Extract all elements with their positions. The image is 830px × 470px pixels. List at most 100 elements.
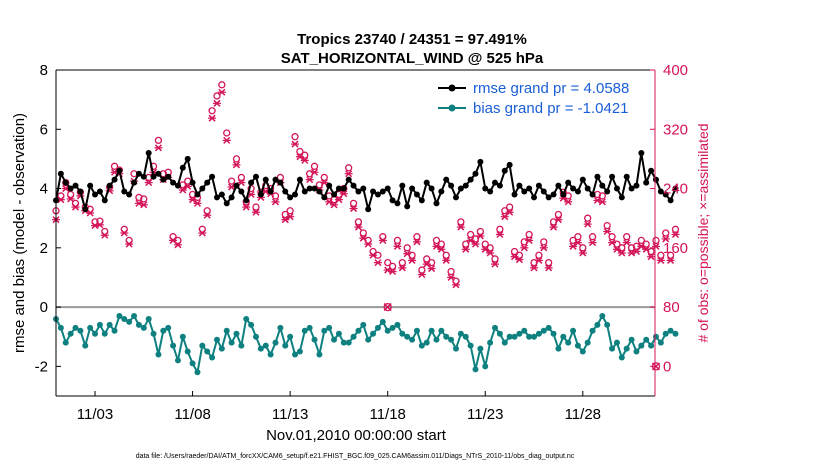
bias-point bbox=[92, 330, 99, 337]
rmse-point bbox=[560, 191, 567, 198]
obs-assimilated-point bbox=[66, 195, 75, 203]
obs-possible-point bbox=[662, 229, 670, 237]
obs-assimilated-point bbox=[271, 198, 280, 206]
rmse-point bbox=[531, 194, 538, 201]
bias-point bbox=[438, 327, 445, 334]
rmse-point bbox=[252, 173, 259, 180]
bias-point bbox=[267, 351, 274, 358]
right-tick-label: 0 bbox=[663, 358, 671, 375]
rmse-point bbox=[409, 185, 416, 192]
legend-entry-rmse: rmse grand pr = 4.0588 bbox=[438, 80, 629, 97]
rmse-point bbox=[306, 185, 313, 192]
obs-possible-point bbox=[510, 247, 519, 256]
bias-point bbox=[306, 324, 313, 331]
obs-possible-point bbox=[237, 173, 246, 182]
rmse-point bbox=[360, 185, 367, 192]
bias-point bbox=[296, 348, 303, 355]
bias-point bbox=[213, 336, 220, 343]
bias-point bbox=[609, 345, 616, 352]
rmse-point bbox=[399, 182, 406, 189]
rmse-point bbox=[574, 188, 581, 195]
bias-point bbox=[555, 345, 562, 352]
bias-point bbox=[155, 351, 162, 358]
obs-possible-point bbox=[588, 233, 597, 241]
obs-assimilated-point bbox=[666, 256, 675, 264]
obs-possible-point bbox=[345, 164, 353, 172]
rmse-point bbox=[555, 182, 562, 189]
bias-point bbox=[199, 342, 206, 349]
obs-possible-point bbox=[384, 258, 392, 267]
obs-possible-point bbox=[481, 240, 489, 248]
bias-point bbox=[628, 336, 635, 343]
rmse-point bbox=[277, 179, 284, 186]
rmse-point bbox=[67, 185, 74, 192]
bias-point bbox=[643, 336, 650, 343]
bias-point bbox=[472, 366, 479, 373]
rmse-point bbox=[213, 194, 220, 201]
obs-assimilated-point bbox=[481, 245, 490, 253]
rmse-point bbox=[511, 191, 518, 198]
obs-possible-point bbox=[388, 262, 397, 270]
obs-assimilated-point bbox=[320, 179, 329, 187]
obs-possible-point bbox=[291, 133, 299, 141]
bias-point bbox=[57, 324, 64, 331]
rmse-point bbox=[287, 194, 294, 201]
rmse-point bbox=[423, 179, 430, 186]
rmse-point bbox=[92, 191, 99, 198]
bias-point bbox=[579, 348, 586, 355]
rmse-point bbox=[526, 185, 533, 192]
bias-point bbox=[292, 351, 299, 358]
obs-assimilated-point bbox=[534, 256, 543, 264]
bias-point bbox=[106, 321, 113, 328]
obs-assimilated-point bbox=[339, 190, 348, 198]
obs-assimilated-point bbox=[661, 235, 670, 243]
bias-point bbox=[550, 330, 557, 337]
obs-assimilated-point bbox=[456, 223, 465, 231]
rmse-point bbox=[350, 182, 357, 189]
rmse-point bbox=[535, 182, 542, 189]
rmse-point bbox=[194, 191, 201, 198]
bias-point bbox=[82, 342, 89, 349]
bias-point bbox=[209, 354, 216, 361]
rmse-point bbox=[482, 185, 489, 192]
rmse-point bbox=[209, 173, 216, 180]
bias-point bbox=[667, 327, 674, 334]
bias-point bbox=[355, 327, 362, 334]
bias-point bbox=[67, 330, 74, 337]
obs-assimilated-point bbox=[212, 99, 221, 107]
rmse-point bbox=[540, 188, 547, 195]
x-ticks: 11/03 11/08 11/13 11/18 11/23 11/28 bbox=[77, 391, 601, 423]
obs-assimilated-point bbox=[530, 264, 539, 272]
obs-assimilated-point bbox=[588, 239, 597, 247]
rmse-point bbox=[316, 188, 323, 195]
right-tick-label: 400 bbox=[663, 62, 688, 79]
bias-point bbox=[531, 333, 538, 340]
rmse-point bbox=[438, 188, 445, 195]
obs-assimilated-point bbox=[71, 203, 80, 211]
obs-outlier-stroke bbox=[651, 362, 661, 371]
rmse-point bbox=[262, 176, 269, 183]
x-tick-label: 11/28 bbox=[565, 406, 601, 423]
rmse-point bbox=[248, 179, 255, 186]
obs-assimilated-point bbox=[598, 198, 607, 206]
obs-assimilated-point bbox=[476, 232, 485, 240]
obs-possible-point bbox=[227, 177, 236, 185]
obs-assimilated-point bbox=[671, 230, 680, 239]
rmse-point bbox=[492, 179, 499, 186]
bias-point bbox=[204, 348, 211, 355]
bias-point bbox=[62, 339, 69, 346]
bias-point bbox=[370, 330, 377, 337]
bias-point bbox=[101, 330, 108, 337]
bias-point bbox=[565, 339, 572, 346]
bias-point bbox=[594, 321, 601, 328]
obs-assimilated-point bbox=[544, 264, 553, 272]
obs-assimilated-point bbox=[554, 216, 563, 224]
rmse-point bbox=[579, 176, 586, 183]
obs-assimilated-point bbox=[364, 240, 373, 248]
obs-possible-point bbox=[218, 81, 226, 89]
bias-point bbox=[174, 357, 181, 364]
bias-point bbox=[335, 330, 342, 337]
bias-point bbox=[350, 333, 357, 340]
bias-point bbox=[360, 321, 367, 328]
bias-point bbox=[418, 342, 425, 349]
